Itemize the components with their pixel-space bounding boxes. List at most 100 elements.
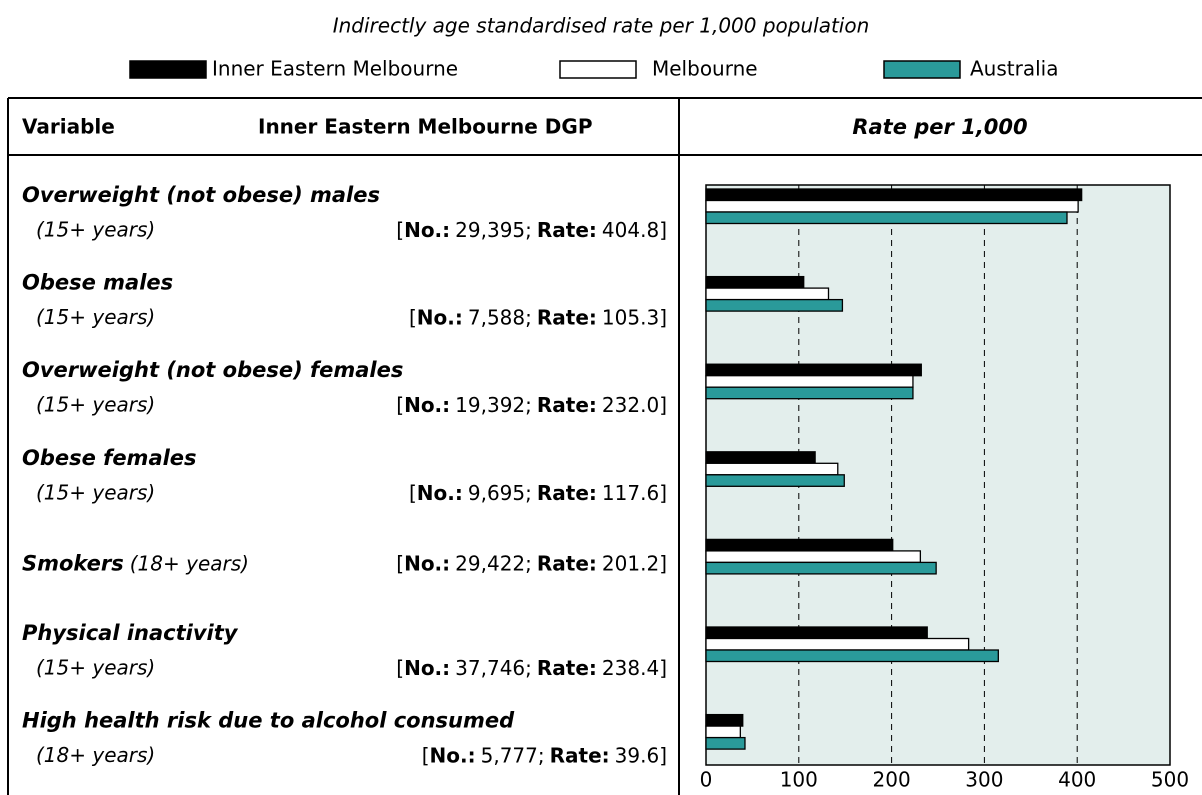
x-tick-label: 400: [1058, 768, 1096, 792]
rate-label: Rate:: [537, 218, 597, 242]
row-name: Obese females: [22, 446, 197, 470]
rate: 117.6: [602, 480, 659, 504]
rate-label: Rate:: [537, 393, 597, 417]
bar: [705, 538, 894, 552]
row-stats: [No.: 7,588; Rate: 105.3]: [409, 305, 667, 329]
number-label: No.:: [417, 305, 463, 329]
row-label: Physical inactivity: [22, 621, 239, 645]
bar: [705, 199, 1079, 213]
bracket: [: [396, 551, 404, 575]
x-tick-label: 200: [873, 768, 911, 792]
bracket: [: [422, 743, 430, 767]
rate-label: Rate:: [537, 480, 597, 504]
row-qualifier: (18+ years): [36, 743, 155, 767]
x-tick-label: 0: [700, 768, 713, 792]
rate-label: Rate:: [537, 656, 597, 680]
separator: ;: [525, 551, 532, 575]
header: Variable: [22, 115, 115, 139]
rate-label: Rate:: [537, 551, 597, 575]
rate-label: Rate:: [537, 305, 597, 329]
row-name: Physical inactivity: [22, 621, 239, 645]
bracket: [: [396, 656, 404, 680]
bar: [705, 626, 928, 640]
row-qualifier: (15+ years): [36, 480, 155, 504]
row-label: High health risk due to alcohol consumed: [22, 709, 515, 733]
row-label: Obese males: [22, 271, 173, 295]
legend-label: Australia: [970, 57, 1058, 81]
header: Inner Eastern Melbourne DGP: [258, 115, 592, 139]
bracket: [: [409, 305, 417, 329]
number: 19,392: [455, 393, 525, 417]
legend-label: Inner Eastern Melbourne: [212, 57, 458, 81]
number-label: No.:: [404, 218, 450, 242]
bar: [705, 211, 1068, 225]
bracket: ]: [659, 551, 667, 575]
header: Rate per 1,000: [852, 115, 1027, 139]
legend-swatch: [129, 60, 207, 79]
bracket: [: [409, 480, 417, 504]
row-stats: [No.: 37,746; Rate: 238.4]: [396, 656, 667, 680]
row-name: Overweight (not obese) females: [22, 358, 403, 382]
number: 5,777: [481, 743, 538, 767]
bar: [705, 363, 922, 377]
separator: ;: [525, 480, 532, 504]
row-stats: [No.: 9,695; Rate: 117.6]: [409, 480, 667, 504]
row-stats: [No.: 29,422; Rate: 201.2]: [396, 551, 667, 575]
bracket: [: [396, 393, 404, 417]
bar: [705, 386, 914, 400]
row-name: Smokers: [22, 551, 124, 575]
x-tick-label: 500: [1151, 768, 1189, 792]
bracket: [: [396, 218, 404, 242]
bracket: ]: [659, 480, 667, 504]
chart-title: Indirectly age standardised rate per 1,0…: [333, 14, 870, 38]
bar: [705, 462, 839, 476]
bracket: ]: [659, 393, 667, 417]
bar: [705, 451, 816, 464]
rate: 39.6: [615, 743, 660, 767]
row-qualifier: (15+ years): [36, 393, 155, 417]
rate-label: Rate:: [550, 743, 610, 767]
number: 9,695: [468, 480, 525, 504]
row-label: Smokers (18+ years): [22, 551, 249, 576]
number: 29,422: [455, 551, 525, 575]
separator: ;: [525, 656, 532, 680]
row-qualifier: (15+ years): [36, 218, 155, 242]
legend-swatch: [883, 60, 961, 79]
bracket: ]: [659, 743, 667, 767]
bar: [705, 287, 830, 301]
rate: 201.2: [602, 551, 659, 575]
bar: [705, 375, 914, 388]
number: 37,746: [455, 656, 525, 680]
row-label: Obese females: [22, 446, 197, 470]
bracket: ]: [659, 656, 667, 680]
row-stats: [No.: 29,395; Rate: 404.8]: [396, 218, 667, 242]
rate: 232.0: [602, 393, 659, 417]
bar: [705, 188, 1083, 202]
bar: [705, 736, 746, 750]
row-label: Overweight (not obese) males: [22, 183, 380, 207]
number-label: No.:: [417, 480, 463, 504]
row-name: Obese males: [22, 271, 173, 295]
rate: 404.8: [602, 218, 659, 242]
bar: [705, 275, 805, 289]
row-name: Overweight (not obese) males: [22, 183, 380, 207]
row-name: High health risk due to alcohol consumed: [22, 709, 515, 733]
bar: [705, 637, 970, 651]
row-qualifier: (15+ years): [36, 305, 155, 329]
rate: 238.4: [602, 656, 659, 680]
row-stats: [No.: 19,392; Rate: 232.0]: [396, 393, 667, 417]
row-label: Overweight (not obese) females: [22, 358, 403, 382]
legend-swatch: [559, 60, 637, 79]
x-tick-label: 300: [965, 768, 1003, 792]
bracket: ]: [659, 305, 667, 329]
separator: ;: [525, 393, 532, 417]
number: 29,395: [455, 218, 525, 242]
number-label: No.:: [430, 743, 476, 767]
row-qualifier: (18+ years): [130, 551, 249, 575]
number-label: No.:: [404, 551, 450, 575]
bar: [705, 725, 741, 739]
bar: [705, 474, 845, 487]
rate: 105.3: [602, 305, 659, 329]
bar: [705, 713, 744, 727]
